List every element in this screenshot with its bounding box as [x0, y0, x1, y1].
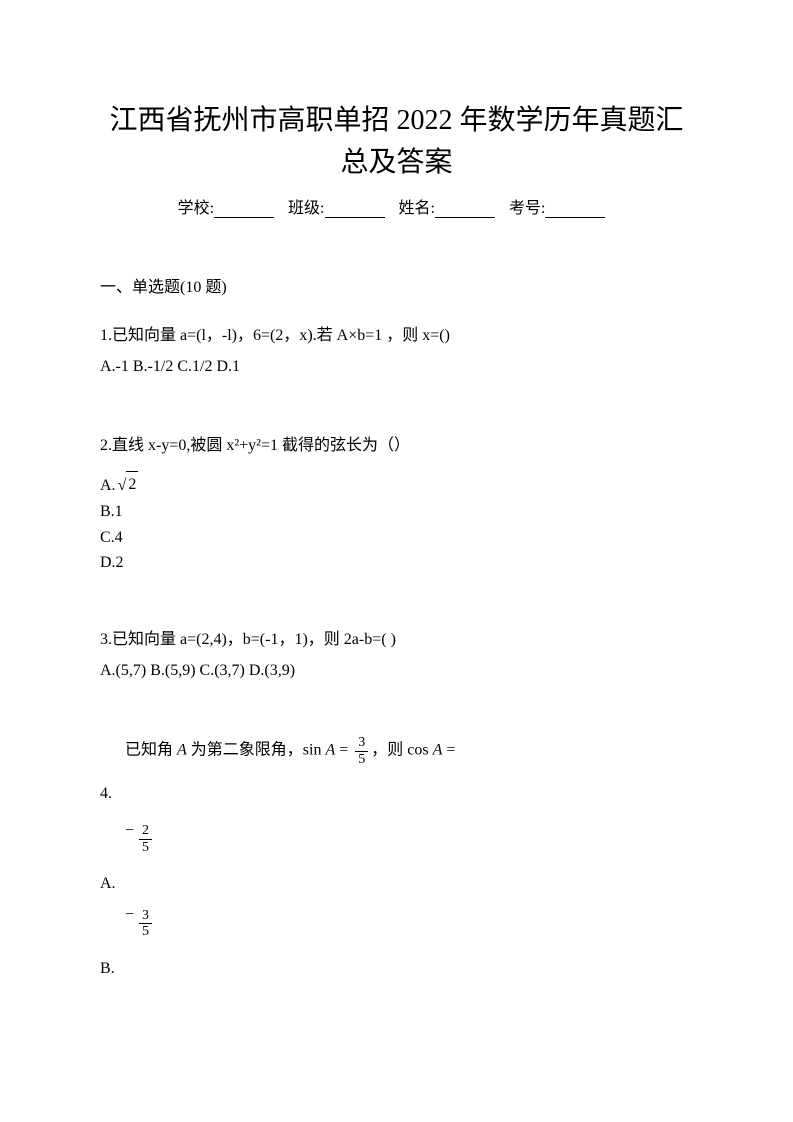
q4-optA-label: A. — [100, 875, 693, 893]
q4-var-a3: A — [433, 742, 443, 759]
q2-option-c: C.4 — [100, 525, 693, 551]
class-label: 班级: — [288, 200, 324, 217]
q2-sqrt-value: 2 — [126, 471, 138, 498]
q4-option-a: −25 — [100, 823, 693, 855]
q4-optB-num: 3 — [139, 908, 152, 924]
q4-prefix: 已知角 — [125, 742, 177, 759]
q4-optB-label: B. — [100, 960, 693, 978]
q2-option-a: A. 2 — [100, 472, 693, 499]
student-info-line: 学校: 班级: 姓名: 考号: — [100, 194, 693, 218]
q4-optB-neg: − — [125, 906, 134, 923]
q4-stem: 已知角 A 为第二象限角，sin A = 35，则 cos A = — [100, 735, 693, 767]
q4-optA-num: 2 — [139, 823, 152, 839]
q4-suffix: ，则 cos — [371, 742, 432, 759]
document-title: 江西省抚州市高职单招 2022 年数学历年真题汇总及答案 — [100, 100, 693, 184]
q2-option-d: D.2 — [100, 550, 693, 576]
q2-text: 2.直线 x-y=0,被圆 x²+y²=1 截得的弦长为（） — [100, 432, 693, 461]
q1-options: A.-1 B.-1/2 C.1/2 D.1 — [100, 353, 693, 382]
name-blank — [435, 200, 495, 218]
q4-frac-num: 3 — [355, 735, 368, 751]
q4-eq1: = — [335, 742, 352, 759]
question-1: 1.已知向量 a=(l，-l)，6=(2，x).若 A×b=1 ，则 x=() … — [100, 322, 693, 382]
q2-optA-label: A. — [100, 477, 116, 494]
q1-text: 1.已知向量 a=(l，-l)，6=(2，x).若 A×b=1 ，则 x=() — [100, 322, 693, 351]
q4-mid1: 为第二象限角，sin — [187, 742, 326, 759]
name-label: 姓名: — [399, 200, 435, 217]
q4-var-a2: A — [325, 742, 335, 759]
question-3: 3.已知向量 a=(2,4)，b=(-1，1)，则 2a-b=( ) A.(5,… — [100, 626, 693, 686]
q4-eq2: = — [442, 742, 455, 759]
q4-optB-fraction: 35 — [139, 908, 152, 940]
q4-fraction: 35 — [355, 735, 368, 767]
q3-options: A.(5,7) B.(5,9) C.(3,7) D.(3,9) — [100, 657, 693, 686]
q4-optB-den: 5 — [139, 924, 152, 939]
q3-text: 3.已知向量 a=(2,4)，b=(-1，1)，则 2a-b=( ) — [100, 626, 693, 655]
q4-optA-den: 5 — [139, 840, 152, 855]
q4-optA-neg: − — [125, 822, 134, 839]
question-4: 已知角 A 为第二象限角，sin A = 35，则 cos A = 4. −25… — [100, 735, 693, 977]
sqrt-icon: 2 — [118, 472, 139, 499]
school-blank — [214, 200, 274, 218]
section-header: 一、单选题(10 题) — [100, 273, 693, 297]
q4-var-a1: A — [177, 742, 187, 759]
question-2: 2.直线 x-y=0,被圆 x²+y²=1 截得的弦长为（） A. 2 B.1 C… — [100, 432, 693, 576]
class-blank — [325, 200, 385, 218]
school-label: 学校: — [178, 200, 214, 217]
q4-number: 4. — [100, 785, 693, 803]
examid-label: 考号: — [509, 200, 545, 217]
q2-option-b: B.1 — [100, 499, 693, 525]
q4-frac-den: 5 — [355, 752, 368, 767]
q4-optA-fraction: 25 — [139, 823, 152, 855]
q4-option-b: −35 — [100, 908, 693, 940]
examid-blank — [545, 200, 605, 218]
